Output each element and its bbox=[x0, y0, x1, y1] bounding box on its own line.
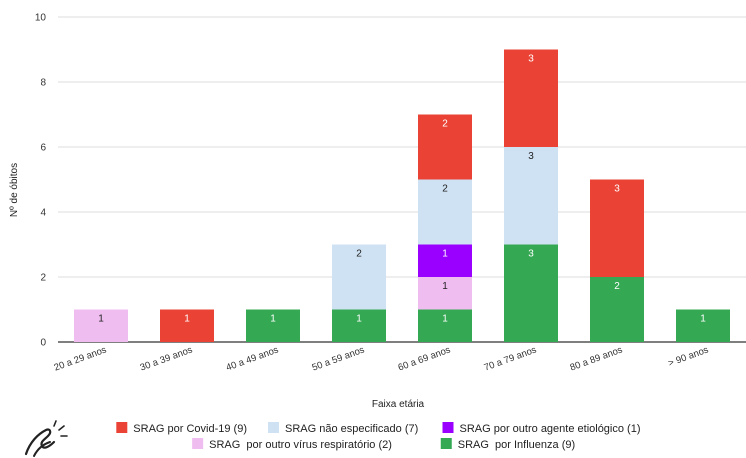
x-tick-label: 40 a 49 anos bbox=[225, 344, 281, 373]
x-tick-label: > 90 anos bbox=[667, 344, 710, 369]
data-label: 1 bbox=[442, 281, 448, 292]
logo-icon bbox=[26, 421, 67, 456]
data-label: 1 bbox=[98, 314, 104, 325]
data-label: 3 bbox=[528, 249, 534, 260]
data-label: 2 bbox=[442, 119, 448, 130]
y-tick-label: 4 bbox=[40, 208, 46, 219]
legend-swatch bbox=[268, 422, 279, 433]
data-label: 1 bbox=[442, 249, 448, 260]
x-axis-title: Faixa etária bbox=[372, 399, 425, 410]
bars-layer: 1 1 1 1 2 1 1 1 2 2 3 3 3 2 3 1 bbox=[74, 50, 730, 343]
x-tick-label: 20 a 29 anos bbox=[53, 344, 109, 373]
data-label: 1 bbox=[184, 314, 190, 325]
data-label: 1 bbox=[700, 314, 706, 325]
data-label: 2 bbox=[614, 281, 620, 292]
y-tick-label: 0 bbox=[40, 338, 46, 349]
x-tick-label: 60 a 69 anos bbox=[397, 344, 453, 373]
data-label: 3 bbox=[614, 184, 620, 195]
y-tick-label: 6 bbox=[40, 143, 46, 154]
x-tick-label: 70 a 79 anos bbox=[483, 344, 539, 373]
x-tick-label: 80 a 89 anos bbox=[569, 344, 625, 373]
legend-swatch bbox=[116, 422, 127, 433]
legend-swatch bbox=[441, 438, 452, 449]
y-axis-title: Nº de óbitos bbox=[9, 163, 20, 217]
legend-entry: SRAG por Influenza (9) bbox=[458, 439, 575, 451]
data-label: 1 bbox=[442, 314, 448, 325]
legend-entry: SRAG não especificado (7) bbox=[285, 423, 418, 435]
data-label: 1 bbox=[356, 314, 362, 325]
data-label: 2 bbox=[356, 249, 362, 260]
y-tick-label: 10 bbox=[35, 13, 47, 24]
legend: SRAG por Covid-19 (9) SRAG não especifica… bbox=[116, 422, 640, 451]
data-label: 3 bbox=[528, 151, 534, 162]
legend-swatch bbox=[192, 438, 203, 449]
legend-entry: SRAG por outro agente etiológico (1) bbox=[460, 423, 641, 435]
legend-entry: SRAG por Covid-19 (9) bbox=[133, 423, 247, 435]
legend-entry: SRAG por outro vírus respiratório (2) bbox=[209, 439, 392, 451]
data-label: 1 bbox=[270, 314, 276, 325]
data-label: 2 bbox=[442, 184, 448, 195]
x-tick-label: 30 a 39 anos bbox=[139, 344, 195, 373]
data-label: 3 bbox=[528, 54, 534, 65]
y-tick-label: 2 bbox=[40, 273, 46, 284]
legend-swatch bbox=[443, 422, 454, 433]
x-tick-label: 50 a 59 anos bbox=[311, 344, 367, 373]
y-tick-label: 8 bbox=[40, 78, 46, 89]
